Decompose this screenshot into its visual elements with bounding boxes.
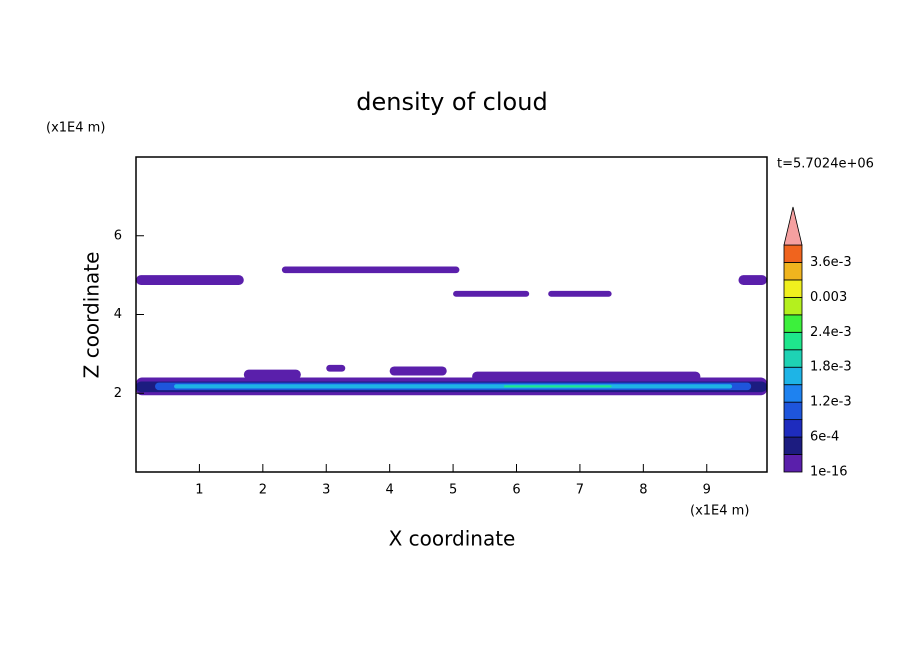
- x-axis-label: X coordinate: [389, 527, 516, 551]
- colorbar-box: [783, 384, 803, 403]
- contour-region: [243, 369, 301, 380]
- x-tick-label: 4: [386, 483, 394, 498]
- colorbar-box: [783, 454, 803, 473]
- colorbar-box: [783, 279, 803, 298]
- plot-frame: [135, 156, 768, 473]
- x-tick-label: 6: [512, 483, 520, 498]
- colorbar-tick-label: 0.003: [810, 290, 847, 305]
- y-axis-label: Z coordinate: [80, 252, 104, 379]
- colorbar-tick-label: 1.8e-3: [810, 360, 852, 375]
- contour-region: [326, 364, 346, 372]
- x-tick-label: 9: [703, 483, 711, 498]
- contour-region: [503, 385, 612, 388]
- colorbar-box: [783, 366, 803, 386]
- x-tick-label: 2: [259, 483, 267, 498]
- colorbar-tick-label: 1.2e-3: [810, 395, 852, 410]
- contour-region: [281, 266, 460, 274]
- time-annotation: t=5.7024e+06: [777, 157, 874, 172]
- colorbar-extension: [783, 206, 803, 246]
- y-unit: (x1E4 m): [46, 121, 105, 136]
- y-tick-label: 6: [114, 228, 122, 243]
- colorbar-box: [783, 401, 803, 421]
- chart-title: density of cloud: [356, 88, 547, 116]
- x-unit: (x1E4 m): [690, 504, 749, 519]
- colorbar-box: [783, 419, 803, 438]
- x-tick-label: 1: [195, 483, 203, 498]
- colorbar-box: [783, 314, 803, 333]
- colorbar-box: [783, 331, 803, 351]
- colorbar-tick-label: 6e-4: [810, 430, 839, 445]
- contour-region: [174, 384, 733, 389]
- colorbar-box: [783, 244, 803, 263]
- y-tick-label: 2: [114, 386, 122, 401]
- contour-region: [389, 366, 447, 376]
- colorbar-box: [783, 436, 803, 455]
- colorbar-box: [783, 296, 803, 316]
- contour-region: [738, 275, 767, 285]
- colorbar-tick-label: 2.4e-3: [810, 325, 852, 340]
- contour-region: [548, 290, 612, 297]
- contour-region: [136, 275, 244, 285]
- x-tick-label: 5: [449, 483, 457, 498]
- colorbar-box: [783, 349, 803, 368]
- colorbar-tick-label: 1e-16: [810, 465, 848, 480]
- contour-region: [453, 290, 530, 297]
- x-tick-label: 7: [576, 483, 584, 498]
- x-tick-label: 8: [639, 483, 647, 498]
- y-tick-label: 4: [114, 307, 122, 322]
- colorbar-tick-label: 3.6e-3: [810, 255, 852, 270]
- x-tick-label: 3: [322, 483, 330, 498]
- colorbar-box: [783, 262, 803, 281]
